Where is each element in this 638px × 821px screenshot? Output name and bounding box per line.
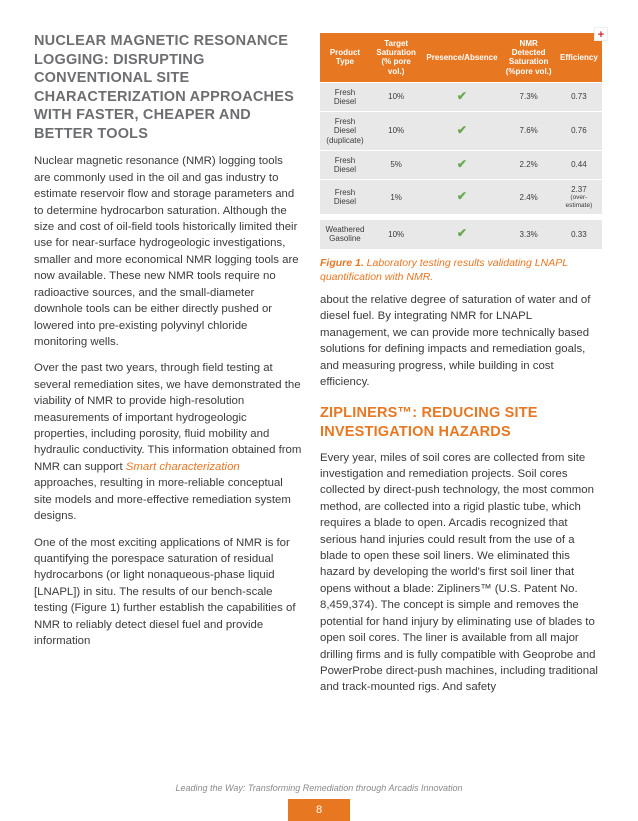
table-cell: Fresh Diesel [320, 180, 370, 214]
table-cell: 2.2% [502, 151, 556, 179]
table-cell: 7.6% [502, 112, 556, 150]
check-icon: ✔ [457, 89, 467, 103]
table-cell: Fresh Diesel [320, 151, 370, 179]
table-cell: 2.37(over-estimate) [556, 180, 602, 214]
table-cell: ✔ [422, 83, 501, 111]
table-cell: 1% [370, 180, 422, 214]
smart-characterization-link[interactable]: Smart characterization [126, 461, 240, 473]
table-cell: ✔ [422, 220, 501, 248]
zipliners-heading: ZIPLINERS™: REDUCING SITE INVESTIGATION … [320, 404, 602, 441]
th-efficiency: Efficiency+ [556, 33, 602, 82]
table-row: Fresh Diesel5% ✔ 2.2%0.44 [320, 151, 602, 179]
table-cell: 10% [370, 83, 422, 111]
table-cell: ✔ [422, 112, 501, 150]
table-row: Weathered Gasoline10% ✔ 3.3%0.33 [320, 220, 602, 248]
table-header-row: Product Type Target Saturation (% pore v… [320, 33, 602, 82]
lnapl-results-table: Product Type Target Saturation (% pore v… [320, 32, 602, 250]
th-target: Target Saturation (% pore vol.) [370, 33, 422, 82]
table-cell: 5% [370, 151, 422, 179]
page-number: 8 [288, 799, 350, 821]
right-p1: about the relative degree of saturation … [320, 292, 602, 391]
th-presence: Presence/Absence [422, 33, 501, 82]
page-footer: Leading the Way: Transforming Remediatio… [0, 783, 638, 821]
table-row: Fresh Diesel10% ✔ 7.3%0.73 [320, 83, 602, 111]
figure-caption: Figure 1. Laboratory testing results val… [320, 256, 602, 284]
table-cell: 0.73 [556, 83, 602, 111]
th-product: Product Type [320, 33, 370, 82]
table-cell: Fresh Diesel (duplicate) [320, 112, 370, 150]
table-cell: 10% [370, 220, 422, 248]
figure-label: Figure 1. [320, 257, 364, 269]
zipliners-p: Every year, miles of soil cores are coll… [320, 450, 602, 696]
check-icon: ✔ [457, 226, 467, 240]
th-detected: NMR Detected Saturation (%pore vol.) [502, 33, 556, 82]
nmr-p3: One of the most exciting applications of… [34, 535, 302, 650]
table-cell: 0.44 [556, 151, 602, 179]
plus-icon: + [594, 27, 608, 41]
check-icon: ✔ [457, 157, 467, 171]
table-cell: 0.76 [556, 112, 602, 150]
check-icon: ✔ [457, 123, 467, 137]
nmr-p2a: Over the past two years, through field t… [34, 362, 301, 473]
table-row: Fresh Diesel1% ✔ 2.4%2.37(over-estimate) [320, 180, 602, 214]
nmr-heading: NUCLEAR MAGNETIC RESONANCE LOGGING: DISR… [34, 32, 302, 143]
check-icon: ✔ [457, 189, 467, 203]
table-row: Fresh Diesel (duplicate)10% ✔ 7.6%0.76 [320, 112, 602, 150]
table-cell: ✔ [422, 180, 501, 214]
nmr-p2b: approaches, resulting in more-reliable c… [34, 477, 291, 522]
table-cell: Weathered Gasoline [320, 220, 370, 248]
table-cell: 2.4% [502, 180, 556, 214]
nmr-p2: Over the past two years, through field t… [34, 360, 302, 524]
table-cell: 0.33 [556, 220, 602, 248]
table-cell: 3.3% [502, 220, 556, 248]
table-cell: 10% [370, 112, 422, 150]
footer-text: Leading the Way: Transforming Remediatio… [0, 783, 638, 793]
table-cell: 7.3% [502, 83, 556, 111]
table-cell: ✔ [422, 151, 501, 179]
nmr-p1: Nuclear magnetic resonance (NMR) logging… [34, 153, 302, 350]
table-cell: Fresh Diesel [320, 83, 370, 111]
